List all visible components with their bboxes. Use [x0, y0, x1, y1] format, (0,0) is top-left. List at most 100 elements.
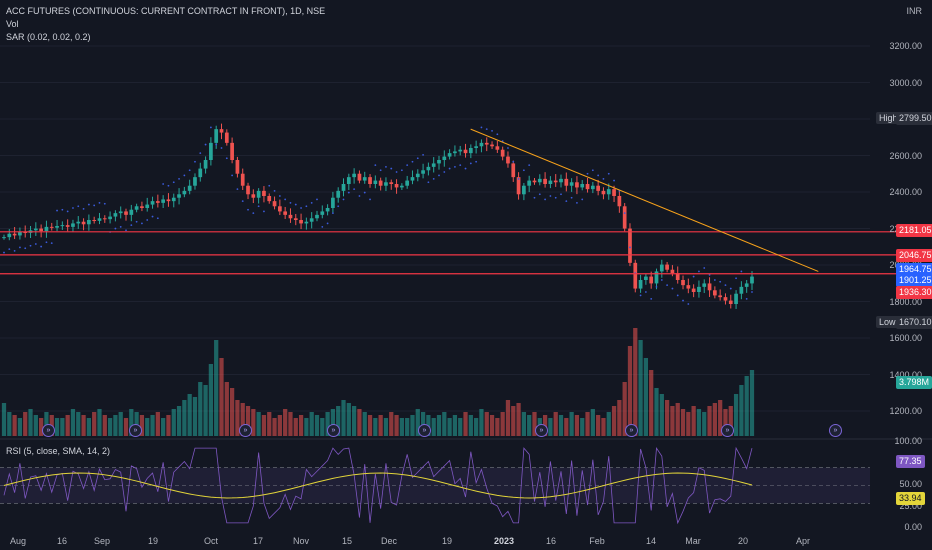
- candle-body: [479, 142, 484, 147]
- dividend-event-icon[interactable]: »: [327, 424, 340, 437]
- candle-body: [145, 204, 150, 208]
- volume-bar: [474, 418, 479, 436]
- volume-bar: [468, 415, 473, 436]
- volume-bar: [495, 418, 500, 436]
- sar-dot: [156, 217, 159, 220]
- candle-body: [118, 211, 123, 214]
- candle-body: [484, 142, 489, 145]
- volume-bar: [235, 400, 240, 436]
- volume-bar: [187, 394, 192, 436]
- candle-body: [686, 285, 691, 289]
- dividend-event-icon[interactable]: »: [239, 424, 252, 437]
- sar-indicator-label[interactable]: SAR (0.02, 0.02, 0.2): [6, 32, 91, 42]
- candle-body: [702, 283, 707, 287]
- dividend-event-icon[interactable]: »: [535, 424, 548, 437]
- rsi-axis-label: 50.00: [899, 479, 922, 489]
- candle-body: [55, 226, 59, 228]
- sar-dot: [374, 164, 377, 167]
- candle-body: [644, 276, 648, 280]
- candle-body: [81, 221, 86, 225]
- volume-bar: [383, 418, 389, 436]
- sar-dot: [172, 181, 175, 184]
- sar-dot: [735, 277, 737, 280]
- volume-bar: [28, 409, 33, 436]
- sar-dot: [87, 203, 90, 206]
- candle-body: [739, 286, 744, 294]
- candle-body: [182, 190, 187, 195]
- candle-body: [203, 160, 208, 169]
- candle-body: [44, 226, 49, 232]
- rsi-indicator-label[interactable]: RSI (5, close, SMA, 14, 2): [6, 446, 111, 456]
- candle-body: [283, 211, 288, 215]
- time-axis-label: Nov: [292, 536, 310, 546]
- candle-body: [548, 180, 553, 184]
- volume-bar: [675, 403, 680, 436]
- candle-body: [246, 185, 250, 195]
- volume-bar: [606, 412, 611, 436]
- sar-dot: [45, 241, 48, 244]
- sar-dot: [719, 280, 722, 283]
- dividend-event-icon[interactable]: »: [829, 424, 842, 437]
- sar-dot: [130, 224, 133, 227]
- candle-body: [65, 225, 70, 227]
- volume-indicator-label[interactable]: Vol: [6, 19, 19, 29]
- candle-body: [71, 223, 75, 227]
- volume-bar: [155, 412, 160, 436]
- sar-dot: [50, 242, 53, 245]
- dividend-event-icon[interactable]: »: [721, 424, 734, 437]
- volume-bar: [97, 409, 102, 436]
- time-axis-label: 16: [545, 536, 557, 546]
- dividend-event-icon[interactable]: »: [42, 424, 55, 437]
- sar-dot: [549, 195, 552, 197]
- volume-bar: [54, 418, 60, 436]
- sar-dot: [597, 174, 600, 177]
- candle-body: [87, 220, 91, 225]
- dividend-event-icon[interactable]: »: [129, 424, 142, 437]
- sar-dot: [480, 126, 483, 129]
- sar-dot: [278, 195, 281, 197]
- price-axis-label: 3200.00: [889, 41, 922, 51]
- dividend-event-icon[interactable]: »: [625, 424, 638, 437]
- sar-dot: [268, 184, 271, 187]
- sar-dot: [560, 193, 562, 196]
- volume-bar: [325, 412, 330, 436]
- sar-dot: [655, 285, 658, 288]
- volume-bar: [129, 409, 134, 436]
- volume-bar: [330, 409, 336, 436]
- volume-bar: [702, 412, 707, 436]
- volume-bar: [336, 406, 341, 436]
- sar-dot: [56, 209, 58, 212]
- sar-dot: [443, 171, 446, 173]
- volume-bar: [123, 418, 129, 436]
- sar-dot: [178, 177, 180, 180]
- volume-bar: [118, 412, 123, 436]
- sar-dot: [363, 191, 366, 194]
- candle-body: [352, 173, 356, 178]
- sar-dot: [459, 164, 462, 167]
- candle-body: [750, 276, 754, 284]
- candle-body: [633, 262, 638, 289]
- sar-dot: [544, 198, 546, 201]
- volume-bar: [569, 412, 574, 436]
- sar-dot: [639, 294, 642, 297]
- rsi-line: [3, 446, 753, 525]
- candle-body: [697, 286, 701, 292]
- price-axis-label: 3000.00: [889, 77, 922, 88]
- volume-bar: [696, 409, 702, 436]
- price-axis-label: 1400.00: [889, 369, 922, 380]
- volume-bar: [654, 388, 659, 436]
- candle-body: [718, 295, 723, 298]
- volume-bar: [81, 415, 86, 436]
- sar-dot: [125, 229, 127, 232]
- dividend-event-icon[interactable]: »: [418, 424, 431, 437]
- horizontal-levels: [0, 231, 932, 275]
- sar-dot: [682, 299, 684, 302]
- candle-body: [437, 160, 441, 164]
- volume-bar: [373, 418, 378, 436]
- candle-body: [522, 185, 526, 195]
- volume-bar: [166, 415, 171, 436]
- time-axis-label: Sep: [93, 536, 111, 546]
- candle-body: [97, 218, 102, 221]
- candle-body: [155, 201, 160, 203]
